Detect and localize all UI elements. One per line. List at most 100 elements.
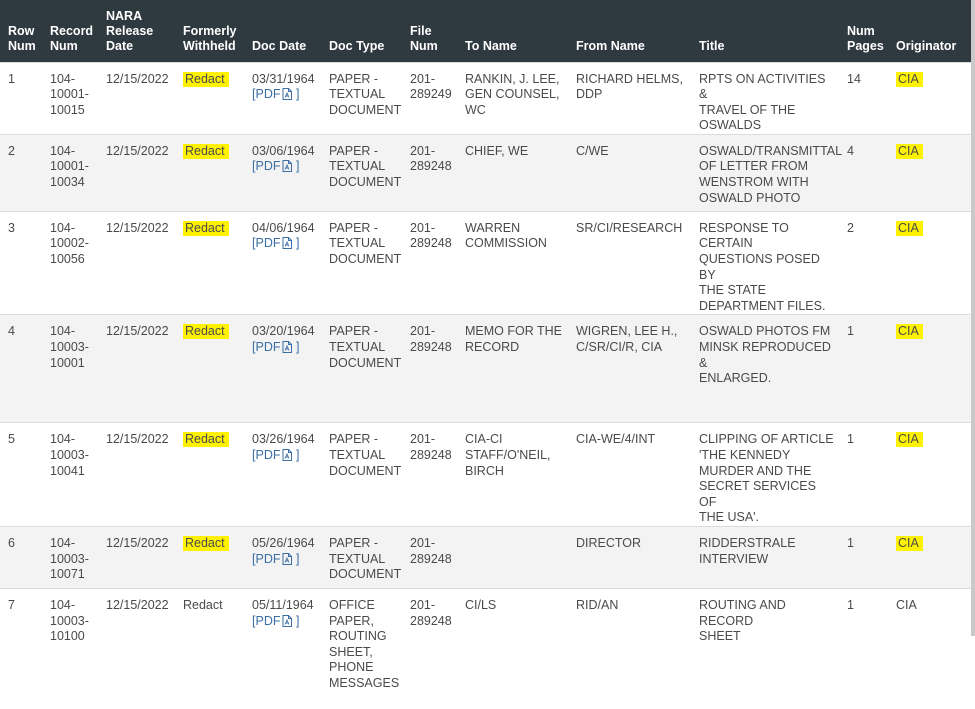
doc-type-line: PHONE (329, 660, 374, 675)
title-line: THE STATE (699, 283, 766, 298)
to-name-cell: WARREN COMMISSION (457, 210, 568, 315)
doc-type-line: PAPER - (329, 71, 379, 86)
file-num-line: 289248 (410, 448, 452, 463)
header-doc-type[interactable]: Doc Type (329, 38, 385, 53)
pdf-link[interactable]: [PDF ] (252, 448, 299, 462)
header-originator[interactable]: Originator (896, 38, 957, 53)
file-num-line: 289248 (410, 236, 452, 251)
doc-type-line: TEXTUAL (329, 551, 386, 566)
title-cell: RPTS ON ACTIVITIES & TRAVEL OF THE OSWALDS (691, 61, 839, 135)
doc-type-cell: PAPER - TEXTUAL DOCUMENT (321, 61, 402, 135)
pdf-file-icon (282, 449, 293, 462)
withheld-value: Redact (183, 598, 223, 612)
header-file-num[interactable]: File Num (410, 23, 438, 53)
doc-date-cell: 03/31/1964 [PDF ] (244, 61, 321, 135)
withheld-value: Redact (183, 143, 229, 159)
doc-type-line: DOCUMENT (329, 102, 402, 117)
pdf-link[interactable]: [PDF ] (252, 340, 299, 354)
record-num-cell: 104- 10003- 10100 (42, 588, 98, 709)
header-formerly-withheld[interactable]: Formerly Withheld (183, 23, 237, 53)
record-num-cell: 104- 10001- 10015 (42, 61, 98, 135)
file-num-cell: 201- 289248 (402, 422, 457, 527)
withheld-value: Redact (183, 432, 229, 448)
table-row: 5 104- 10003- 10041 12/15/2022 Redact 03/26/19… (0, 422, 971, 527)
doc-type-line: PAPER, (329, 613, 374, 628)
title-cell: RIDDERSTRALE INTERVIEW (691, 526, 839, 589)
header-doc-date[interactable]: Doc Date (252, 38, 307, 53)
doc-date-cell: 05/26/1964 [PDF ] (244, 526, 321, 589)
header-row-num[interactable]: Row Num (8, 23, 36, 53)
record-num-line: 104- (50, 324, 76, 339)
doc-type-line: PAPER - (329, 143, 379, 158)
originator-cell: CIA (888, 314, 971, 423)
record-num-line: 104- (50, 71, 76, 86)
header-to-name[interactable]: To Name (465, 38, 517, 53)
file-num-line: 201- (410, 536, 436, 550)
doc-type-cell: PAPER - TEXTUAL DOCUMENT (321, 526, 402, 589)
formerly-withheld-cell: Redact (175, 588, 244, 709)
pdf-link[interactable]: [PDF ] (252, 614, 299, 628)
to-name-line: CHIEF, WE (465, 143, 529, 158)
doc-type-cell: PAPER - TEXTUAL DOCUMENT (321, 133, 402, 212)
header-record-num[interactable]: Record Num (50, 23, 94, 53)
from-name-cell: C/WE (568, 133, 691, 212)
from-name-line: SR/CI/RESEARCH (576, 220, 683, 235)
vertical-scrollbar[interactable] (971, 0, 975, 636)
doc-date-value: 03/06/1964 (252, 143, 315, 158)
file-num-line: 201- (410, 324, 436, 339)
to-name-cell: CI/LS (457, 588, 568, 709)
formerly-withheld-cell: Redact (175, 526, 244, 589)
pdf-bracket-close: ] (292, 236, 300, 251)
file-num-line: 289248 (410, 613, 452, 628)
release-date-cell: 12/15/2022 (98, 588, 175, 709)
to-name-line: COMMISSION (465, 236, 547, 251)
from-name-line: C/WE (576, 143, 609, 158)
pdf-label: PDF (255, 613, 281, 628)
withheld-value: Redact (183, 536, 229, 551)
from-name-line: RID/AN (576, 598, 619, 612)
originator-cell: CIA (888, 526, 971, 589)
pdf-label: PDF (255, 236, 281, 251)
release-date-cell: 12/15/2022 (98, 526, 175, 589)
table-body: 1 104- 10001- 10015 12/15/2022 Redact 03/31/19… (0, 61, 971, 709)
doc-date-value: 05/26/1964 (252, 536, 315, 550)
pdf-link[interactable]: [PDF ] (252, 552, 299, 566)
file-num-cell: 201- 289248 (402, 314, 457, 423)
pdf-label: PDF (255, 340, 281, 355)
record-num-line: 10001- (50, 159, 89, 174)
header-num-pages[interactable]: Num Pages (847, 23, 884, 53)
doc-date-cell: 03/20/1964 [PDF ] (244, 314, 321, 423)
doc-date-cell: 03/26/1964 [PDF ] (244, 422, 321, 527)
pdf-label: PDF (255, 159, 281, 174)
pdf-link[interactable]: [PDF ] (252, 159, 299, 173)
doc-type-line: PAPER - (329, 324, 379, 339)
pdf-bracket-close: ] (292, 87, 300, 102)
title-line: OSWALD PHOTOS FM (699, 324, 831, 339)
doc-type-line: PAPER - (329, 220, 379, 235)
from-name-line: DIRECTOR (576, 536, 642, 550)
pdf-link[interactable]: [PDF ] (252, 236, 299, 250)
record-num-cell: 104- 10001- 10034 (42, 133, 98, 212)
pdf-link[interactable]: [PDF ] (252, 87, 299, 101)
record-num-line: 104- (50, 220, 76, 235)
originator-value: CIA (896, 324, 923, 340)
to-name-line: WARREN (465, 220, 521, 235)
record-num-line: 10056 (50, 252, 85, 267)
formerly-withheld-cell: Redact (175, 422, 244, 527)
originator-value: CIA (896, 220, 923, 236)
header-title[interactable]: Title (699, 38, 725, 53)
doc-date-value: 04/06/1964 (252, 220, 315, 235)
pdf-file-icon (282, 614, 293, 627)
file-num-line: 201- (410, 220, 436, 235)
file-num-line: 201- (410, 143, 436, 158)
header-from-name[interactable]: From Name (576, 38, 645, 53)
title-line: QUESTIONS POSED BY (699, 252, 820, 282)
release-date-cell: 12/15/2022 (98, 210, 175, 315)
doc-type-cell: OFFICE PAPER, ROUTING SHEET, PHONE MESSAGES (321, 588, 402, 709)
pdf-file-icon (282, 552, 293, 565)
to-name-line: MEMO FOR THE (465, 324, 562, 339)
header-nara-release-date[interactable]: NARA Release Date (106, 8, 154, 53)
originator-cell: CIA (888, 133, 971, 212)
doc-type-line: PAPER - (329, 432, 379, 447)
